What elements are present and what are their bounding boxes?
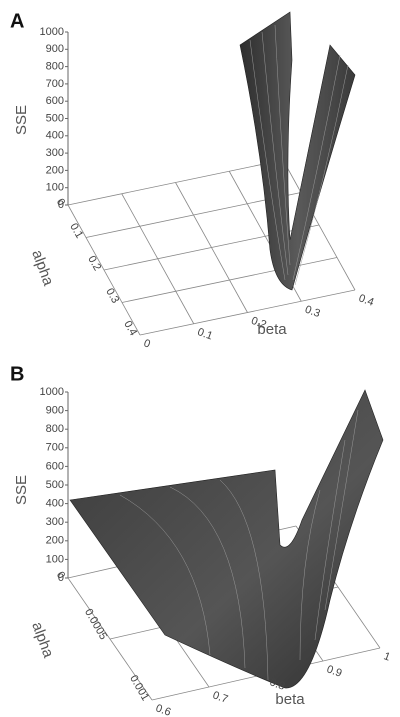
surface-a [239,11,356,291]
z-tick-label: 300 [46,516,64,528]
grid-line [121,193,195,324]
z-tick-label: 400 [46,130,64,142]
beta-tick-label: 0 [142,337,152,350]
z-tick-label: 1000 [40,386,64,398]
floor-a [67,159,356,336]
z-tick-label: 600 [46,460,64,472]
beta-tick-label: 1 [382,650,392,663]
z-tick-label: 1000 [40,26,64,38]
panel-label: A [10,10,24,32]
z-tick-label: 800 [46,61,64,73]
z-axis-label: SSE [13,105,30,135]
z-tick-label: 900 [46,43,64,55]
alpha-tick-label: 0.0005 [82,607,109,642]
beta-axis-label: beta [257,321,287,338]
z-tick-label: 100 [46,553,64,565]
z-tick-label: 700 [46,442,64,454]
beta-tick-label: 0.2 [249,315,267,332]
z-tick-label: 500 [46,112,64,124]
beta-tick-label: 0.9 [325,663,343,680]
surface-b-lines [119,409,359,681]
z-tick-label: 900 [46,405,64,417]
z-tick-label: 600 [46,95,64,107]
beta-tick-label: 0.6 [154,702,172,717]
z-tick-label: 300 [46,147,64,159]
alpha-tick-label: 0 [54,197,67,208]
z-tick-label: 0 [58,199,64,211]
panel-label: B [10,363,24,385]
beta-tick-label: 0.7 [211,689,229,706]
grid-line [175,182,248,313]
z-tick-label: 0 [58,572,64,584]
beta-tick-label: 0.4 [357,292,375,309]
z-tick-label: 400 [46,498,64,510]
z-tick-label: 100 [46,182,64,194]
grid-line [67,577,153,701]
beta-tick-label: 0.1 [196,326,214,343]
alpha-tick-label: 0 [54,570,67,581]
grid-line [67,204,141,336]
surface-b [69,389,384,689]
alpha-tick-label: 0.3 [103,286,121,305]
beta-tick-label: 0.3 [303,304,321,321]
z-tick-label: 800 [46,423,64,435]
z-tick-label: 200 [46,164,64,176]
z-tick-label: 700 [46,78,64,90]
alpha-axis-label: alpha [28,620,57,661]
alpha-tick-label: 0.001 [127,673,151,703]
z-tick-label: 200 [46,535,64,547]
alpha-tick-label: 0.4 [121,319,139,338]
grid-line [282,159,356,291]
beta-axis-label: beta [275,691,305,708]
z-tick-label: 500 [46,479,64,491]
alpha-tick-label: 0.2 [85,254,103,273]
alpha-axis-label: alpha [28,248,57,289]
alpha-tick-label: 0.1 [67,221,85,240]
z-axis-label: SSE [13,475,30,505]
beta-tick-label: 0.8 [268,676,286,693]
surface-a-lines [249,24,349,286]
